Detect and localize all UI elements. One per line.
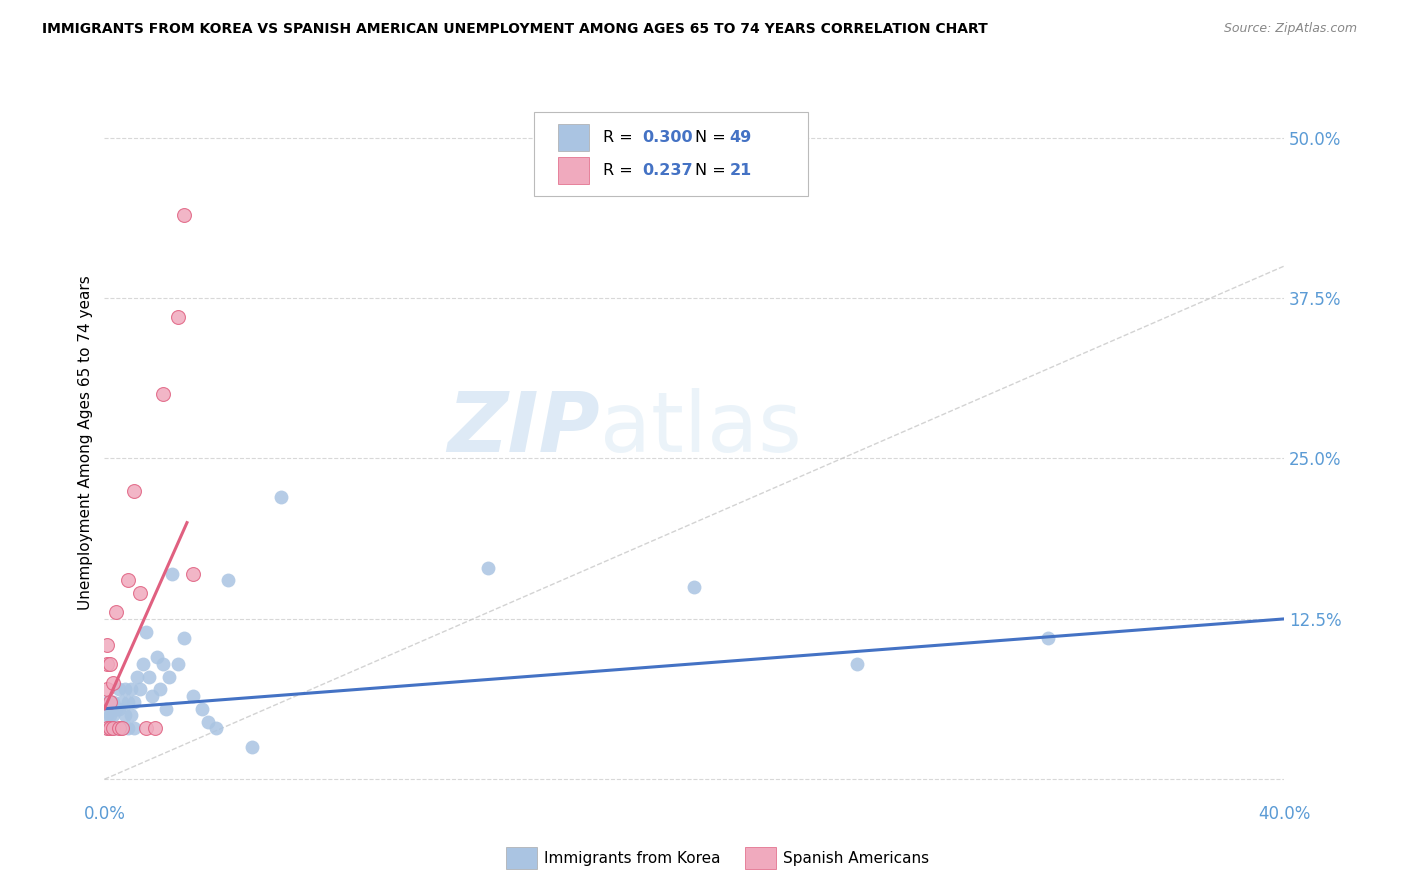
Point — [96, 682, 118, 697]
Point — [105, 702, 128, 716]
Point — [683, 580, 706, 594]
Point — [114, 708, 136, 723]
Point — [157, 670, 180, 684]
Point — [111, 721, 134, 735]
Point — [98, 708, 121, 723]
Point — [117, 695, 139, 709]
Point — [167, 310, 190, 325]
Text: 0.300: 0.300 — [643, 129, 693, 145]
Text: R =: R = — [603, 163, 638, 178]
Point — [173, 208, 195, 222]
Point — [240, 740, 263, 755]
Point — [105, 721, 128, 735]
Point — [135, 624, 157, 639]
Point — [108, 721, 131, 735]
Point — [96, 721, 118, 735]
Point — [146, 650, 169, 665]
Point — [477, 560, 499, 574]
Point — [108, 702, 131, 716]
Text: atlas: atlas — [600, 388, 801, 468]
Text: 21: 21 — [730, 163, 752, 178]
Point — [103, 676, 125, 690]
Point — [135, 721, 157, 735]
Point — [217, 574, 239, 588]
Point — [1038, 631, 1060, 645]
Point — [111, 695, 134, 709]
Point — [155, 702, 177, 716]
Point — [98, 721, 121, 735]
Point — [117, 574, 139, 588]
Point — [205, 721, 228, 735]
Point — [152, 387, 174, 401]
Point — [122, 695, 145, 709]
Point — [122, 721, 145, 735]
Point — [149, 682, 172, 697]
Point — [103, 695, 125, 709]
Point — [132, 657, 155, 671]
Point — [128, 586, 150, 600]
Point — [96, 638, 118, 652]
Point — [98, 721, 121, 735]
Point — [141, 689, 163, 703]
Point — [98, 695, 121, 709]
Point — [160, 566, 183, 581]
Point — [103, 721, 125, 735]
Point — [138, 670, 160, 684]
Point — [103, 708, 125, 723]
Point — [120, 708, 142, 723]
Point — [167, 657, 190, 671]
Text: 0.237: 0.237 — [643, 163, 693, 178]
Point — [103, 721, 125, 735]
Text: Immigrants from Korea: Immigrants from Korea — [544, 851, 721, 865]
Point — [108, 682, 131, 697]
Point — [125, 670, 148, 684]
Point — [270, 490, 292, 504]
Point — [98, 657, 121, 671]
Point — [190, 702, 212, 716]
Point — [114, 682, 136, 697]
Text: Source: ZipAtlas.com: Source: ZipAtlas.com — [1223, 22, 1357, 36]
Point — [111, 721, 134, 735]
Point — [845, 657, 868, 671]
Point — [181, 689, 204, 703]
Point — [152, 657, 174, 671]
Point — [128, 682, 150, 697]
Point — [122, 483, 145, 498]
Text: N =: N = — [695, 129, 731, 145]
Point — [108, 721, 131, 735]
Point — [120, 682, 142, 697]
Text: 49: 49 — [730, 129, 752, 145]
Point — [197, 714, 219, 729]
Text: IMMIGRANTS FROM KOREA VS SPANISH AMERICAN UNEMPLOYMENT AMONG AGES 65 TO 74 YEARS: IMMIGRANTS FROM KOREA VS SPANISH AMERICA… — [42, 22, 988, 37]
Text: ZIP: ZIP — [447, 388, 600, 468]
Text: Spanish Americans: Spanish Americans — [783, 851, 929, 865]
Point — [96, 721, 118, 735]
Point — [173, 631, 195, 645]
Point — [143, 721, 166, 735]
Point — [105, 606, 128, 620]
Point — [117, 721, 139, 735]
Y-axis label: Unemployment Among Ages 65 to 74 years: Unemployment Among Ages 65 to 74 years — [79, 275, 93, 610]
Point — [98, 695, 121, 709]
Text: N =: N = — [695, 163, 731, 178]
Point — [96, 657, 118, 671]
Point — [96, 695, 118, 709]
Text: R =: R = — [603, 129, 638, 145]
Point — [181, 566, 204, 581]
Point — [96, 708, 118, 723]
